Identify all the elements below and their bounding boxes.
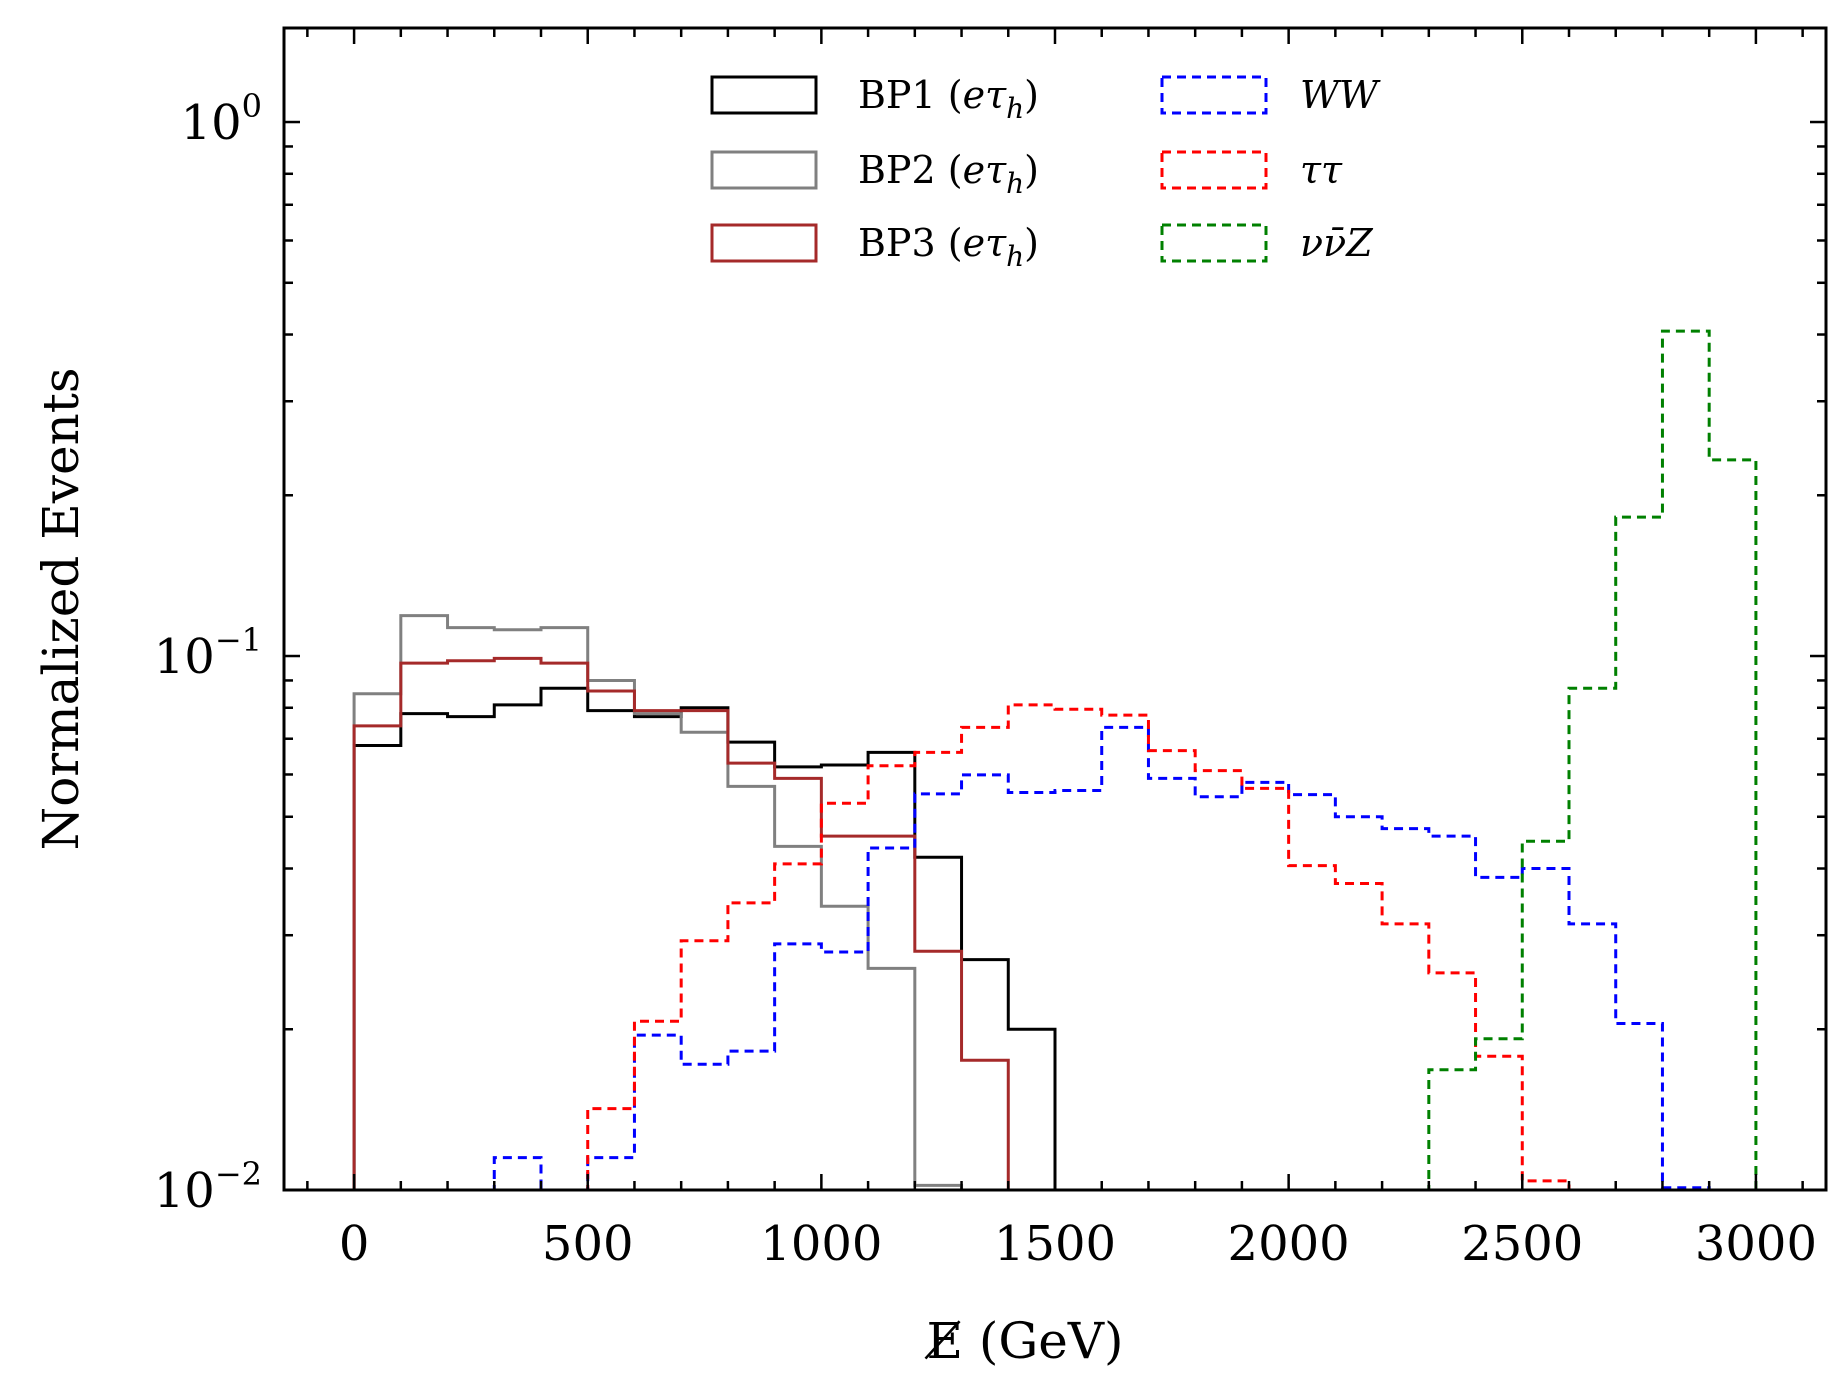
- legend-label: BP3 (eτh): [858, 221, 1039, 273]
- y-axis-label: Normalized Events: [32, 367, 90, 850]
- legend-swatch: [710, 223, 818, 263]
- x-axis-label: E̸ (GeV): [924, 1312, 1124, 1370]
- series-2-line: [352, 656, 1010, 1190]
- x-tick-label: 1500: [994, 1216, 1116, 1272]
- x-tick-label: 2000: [1228, 1216, 1350, 1272]
- legend: BP1 (eτh) BP2 (eτh) BP3 (eτh) WW ττ νν̄Z: [710, 73, 1381, 273]
- y-tick-label: 10−1: [154, 621, 262, 685]
- x-tick-label: 500: [542, 1216, 634, 1272]
- plot-frame: [282, 26, 1828, 1192]
- legend-label: WW: [1300, 73, 1381, 117]
- legend-swatch: [710, 75, 818, 115]
- x-tick-label: 2500: [1461, 1216, 1583, 1272]
- x-tick-label: 3000: [1695, 1216, 1817, 1272]
- legend-swatch: [1160, 75, 1268, 115]
- series-5-line: [1427, 329, 1758, 1190]
- legend-swatch: [710, 150, 818, 190]
- series-group: [352, 329, 1758, 1190]
- legend-label: BP1 (eτh): [858, 73, 1039, 125]
- y-tick-label: 10−2: [154, 1155, 262, 1219]
- legend-swatch: [1160, 150, 1268, 190]
- series-1-line: [352, 614, 964, 1190]
- axis-ticks: [284, 28, 1826, 1192]
- y-tick-label: 100: [181, 87, 262, 151]
- series-4-line: [586, 703, 1571, 1190]
- x-tick-label: 1000: [760, 1216, 882, 1272]
- series-3-line: [492, 725, 1711, 1190]
- legend-label: νν̄Z: [1300, 221, 1373, 265]
- legend-swatch: [1160, 223, 1268, 263]
- legend-label: BP2 (eτh): [858, 148, 1039, 200]
- x-tick-label: 0: [339, 1216, 370, 1272]
- axis-tick-labels: 0 500 1000 1500 2000 2500 3000 10−2 10−1 100: [154, 87, 1817, 1272]
- legend-label: ττ: [1300, 148, 1343, 192]
